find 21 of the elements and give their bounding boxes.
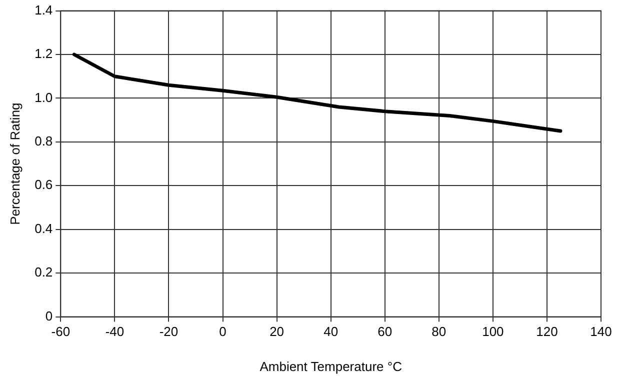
y-axis-title: Percentage of Rating [7,102,22,225]
x-tick-label: 80 [432,324,446,340]
x-tick-label: -40 [105,324,124,340]
x-tick-label: 40 [324,324,338,340]
x-tick-label: -60 [51,324,70,340]
y-tick-label: 0.8 [34,134,53,149]
y-tick-label: 0.6 [34,177,53,192]
x-tick-label: 140 [590,324,612,340]
x-axis-title: Ambient Temperature °C [260,358,402,374]
y-tick-label: 0.4 [34,220,53,236]
x-tick-label: 60 [378,324,392,340]
y-tick-label: 1.0 [34,90,53,105]
y-tick-label: 1.2 [34,46,53,62]
x-tick-label: 0 [219,324,226,340]
x-tick-label: 20 [270,324,284,340]
y-tick-label: 1.4 [34,2,53,18]
x-tick-label: 120 [536,324,558,340]
y-tick-label: 0.2 [34,264,53,280]
y-tick-label: 0 [45,308,53,324]
x-tick-label: 100 [482,324,504,340]
x-tick-label: -20 [159,324,178,340]
